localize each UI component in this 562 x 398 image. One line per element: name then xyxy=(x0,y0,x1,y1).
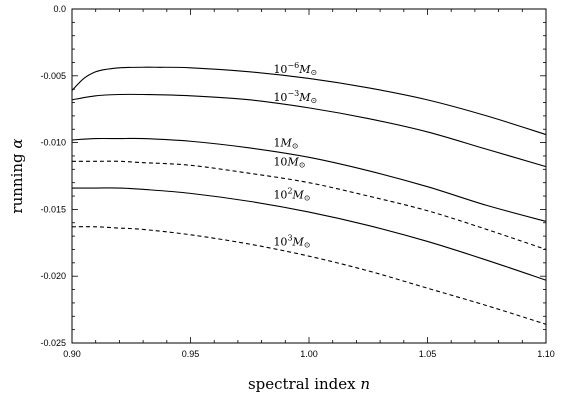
y-axis-title-var: α xyxy=(8,138,26,148)
series-label-layer: 10−6M⊙ 10−3M⊙ 1M⊙ 10M⊙ 102M⊙ 103M⊙ xyxy=(273,61,317,249)
x-tick-labels: 0.90 0.95 1.00 1.05 1.10 xyxy=(63,349,555,359)
series-layer xyxy=(71,66,547,325)
y-tick-label: -0.010 xyxy=(40,138,66,148)
series-label-6: 103M⊙ xyxy=(273,233,310,249)
series-label-4: 10M⊙ xyxy=(273,155,305,169)
series-line-5 xyxy=(71,187,547,281)
y-tick-label: -0.025 xyxy=(40,338,66,348)
x-tick-label: 1.05 xyxy=(419,349,437,359)
x-tick-label: 1.00 xyxy=(300,349,318,359)
series-line-2 xyxy=(71,93,547,168)
x-tick-label: 0.95 xyxy=(182,349,200,359)
series-label-5: 102M⊙ xyxy=(273,187,310,203)
y-tick-labels: 0.0 -0.005 -0.010 -0.015 -0.020 -0.025 xyxy=(40,4,66,348)
series-line-3 xyxy=(71,137,547,222)
plot-frame xyxy=(71,8,547,344)
series-label-1: 10−6M⊙ xyxy=(273,61,317,77)
x-axis-title: spectral index n xyxy=(248,375,370,393)
y-tick-label: -0.015 xyxy=(40,204,66,214)
series-label-2: 10−3M⊙ xyxy=(273,89,317,105)
y-axis-title: running α xyxy=(8,138,26,213)
x-axis-title-text: spectral index xyxy=(248,375,360,393)
x-tick-label: 1.10 xyxy=(537,349,555,359)
y-tick-label: -0.020 xyxy=(40,271,66,281)
tick-marks xyxy=(71,8,547,344)
series-line-1 xyxy=(71,66,547,136)
y-axis-title-text: running xyxy=(8,149,26,214)
x-axis-title-var: n xyxy=(360,375,370,393)
y-tick-label: -0.005 xyxy=(40,71,66,81)
series-line-6 xyxy=(71,226,547,325)
series-line-4 xyxy=(72,160,547,251)
y-tick-label: 0.0 xyxy=(53,4,66,14)
series-label-3: 1M⊙ xyxy=(273,137,298,151)
x-tick-label: 0.90 xyxy=(63,349,81,359)
